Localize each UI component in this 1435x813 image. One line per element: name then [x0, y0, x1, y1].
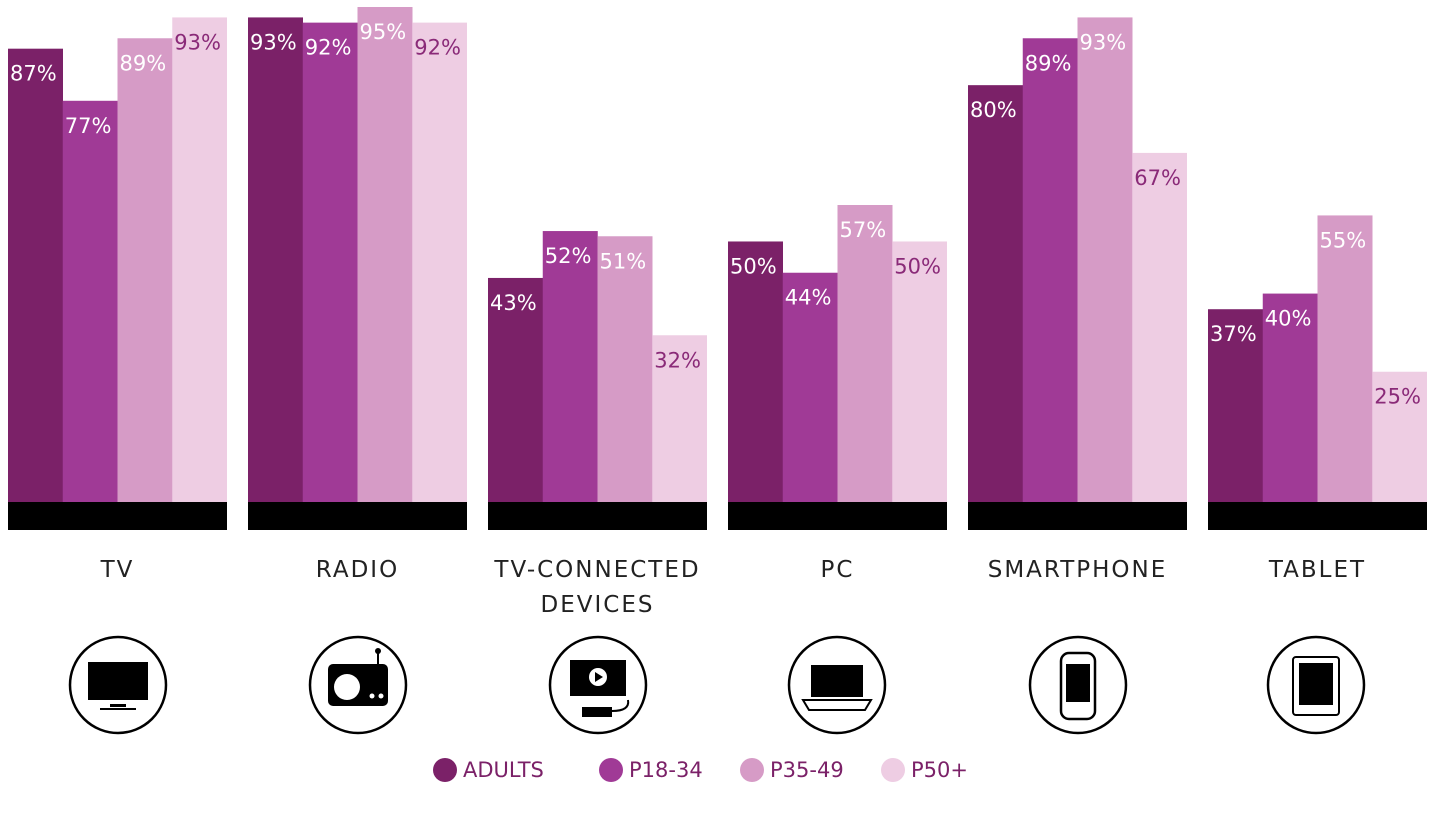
bar	[597, 236, 653, 502]
bar	[837, 205, 893, 502]
value-label: 77%	[65, 114, 112, 138]
bar	[782, 272, 838, 502]
bar	[728, 241, 783, 502]
value-label: 93%	[250, 30, 297, 54]
icons	[68, 635, 1366, 735]
smartphone-icon	[1028, 635, 1128, 735]
bar	[968, 85, 1023, 502]
bar	[1022, 38, 1078, 503]
bar	[357, 7, 413, 502]
value-label: 40%	[1265, 307, 1312, 331]
bar	[1208, 309, 1263, 502]
bar	[1317, 215, 1373, 502]
legend-label: P18-34	[629, 758, 703, 782]
x-tick-label: PC	[820, 557, 855, 583]
bar	[652, 335, 707, 502]
bar	[8, 48, 63, 503]
baseline-block	[728, 502, 947, 530]
value-label: 25%	[1374, 385, 1421, 409]
bar	[62, 100, 118, 502]
bar	[1262, 293, 1318, 502]
value-label: 51%	[600, 249, 647, 273]
legend-label: P50+	[911, 758, 968, 782]
legend-swatch	[433, 758, 457, 782]
legend-label: P35-49	[770, 758, 844, 782]
x-tick-label: TV	[100, 557, 135, 583]
bar	[542, 231, 598, 503]
bar	[302, 22, 358, 502]
value-label: 52%	[545, 244, 592, 268]
bar	[412, 22, 467, 502]
value-label: 55%	[1320, 228, 1367, 252]
value-label: 95%	[360, 20, 407, 44]
x-tick-label: TABLET	[1268, 557, 1367, 583]
value-label: 50%	[730, 254, 777, 278]
x-tick-label: TV-CONNECTED DEVICES	[494, 557, 701, 618]
tv-device-icon	[548, 635, 648, 735]
value-label: 89%	[1025, 51, 1072, 75]
bar	[248, 17, 303, 503]
value-label: 92%	[305, 36, 352, 60]
value-label: 80%	[970, 98, 1017, 122]
bar	[1077, 17, 1133, 503]
x-tick-label: SMARTPHONE	[987, 557, 1168, 583]
bar	[117, 38, 173, 503]
legend-label: ADULTS	[463, 758, 544, 782]
baseline-block	[488, 502, 707, 530]
tablet-icon	[1266, 635, 1366, 735]
value-label: 89%	[120, 51, 167, 75]
bar	[1372, 371, 1427, 502]
bar	[488, 277, 543, 502]
value-label: 44%	[785, 286, 832, 310]
baseline-block	[1208, 502, 1427, 530]
radio-icon	[308, 635, 408, 735]
value-label: 57%	[840, 218, 887, 242]
value-label: 87%	[10, 62, 57, 86]
bar	[892, 241, 947, 502]
value-label: 67%	[1134, 166, 1181, 190]
value-label: 32%	[654, 348, 701, 372]
legend-swatch	[599, 758, 623, 782]
value-label: 93%	[174, 30, 221, 54]
baseline-block	[968, 502, 1187, 530]
legend-swatch	[740, 758, 764, 782]
x-tick-label: RADIO	[315, 557, 400, 583]
value-label: 50%	[894, 254, 941, 278]
bar	[1132, 152, 1187, 503]
value-label: 37%	[1210, 322, 1257, 346]
bar	[172, 17, 227, 503]
legend-swatch	[881, 758, 905, 782]
value-label: 92%	[414, 36, 461, 60]
tv-icon	[68, 635, 168, 735]
pc-icon	[787, 635, 887, 735]
baseline-block	[248, 502, 467, 530]
value-label: 43%	[490, 291, 537, 315]
baseline-block	[8, 502, 227, 530]
value-label: 93%	[1080, 30, 1127, 54]
